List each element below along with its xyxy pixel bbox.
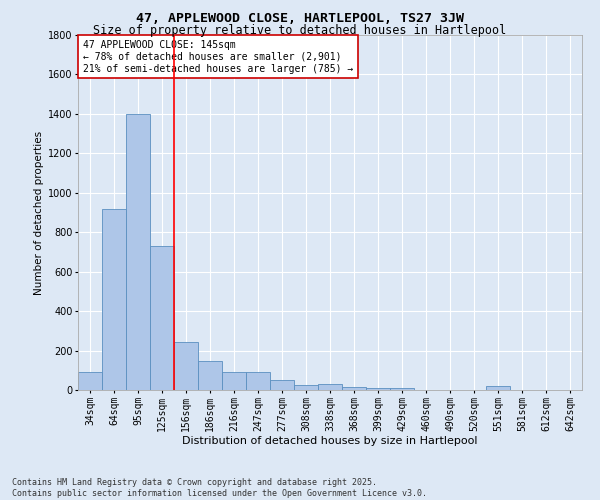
Bar (222, 372, 246, 390)
X-axis label: Distribution of detached houses by size in Hartlepool: Distribution of detached houses by size … (182, 436, 478, 446)
Bar (270, 380, 294, 390)
Bar (318, 384, 342, 390)
Bar (150, 246, 174, 390)
Bar (174, 342, 198, 390)
Bar (366, 388, 390, 390)
Bar (78, 372, 102, 390)
Y-axis label: Number of detached properties: Number of detached properties (34, 130, 44, 294)
Bar (390, 388, 414, 390)
Bar (246, 372, 270, 390)
Text: Contains HM Land Registry data © Crown copyright and database right 2025.
Contai: Contains HM Land Registry data © Crown c… (12, 478, 427, 498)
Bar (102, 208, 126, 390)
Bar (342, 387, 366, 390)
Bar (294, 385, 318, 390)
Text: 47 APPLEWOOD CLOSE: 145sqm
← 78% of detached houses are smaller (2,901)
21% of s: 47 APPLEWOOD CLOSE: 145sqm ← 78% of deta… (83, 40, 353, 74)
Bar (486, 386, 510, 390)
Bar (126, 114, 150, 390)
Text: 47, APPLEWOOD CLOSE, HARTLEPOOL, TS27 3JW: 47, APPLEWOOD CLOSE, HARTLEPOOL, TS27 3J… (136, 12, 464, 26)
Text: Size of property relative to detached houses in Hartlepool: Size of property relative to detached ho… (94, 24, 506, 37)
Bar (198, 362, 222, 390)
